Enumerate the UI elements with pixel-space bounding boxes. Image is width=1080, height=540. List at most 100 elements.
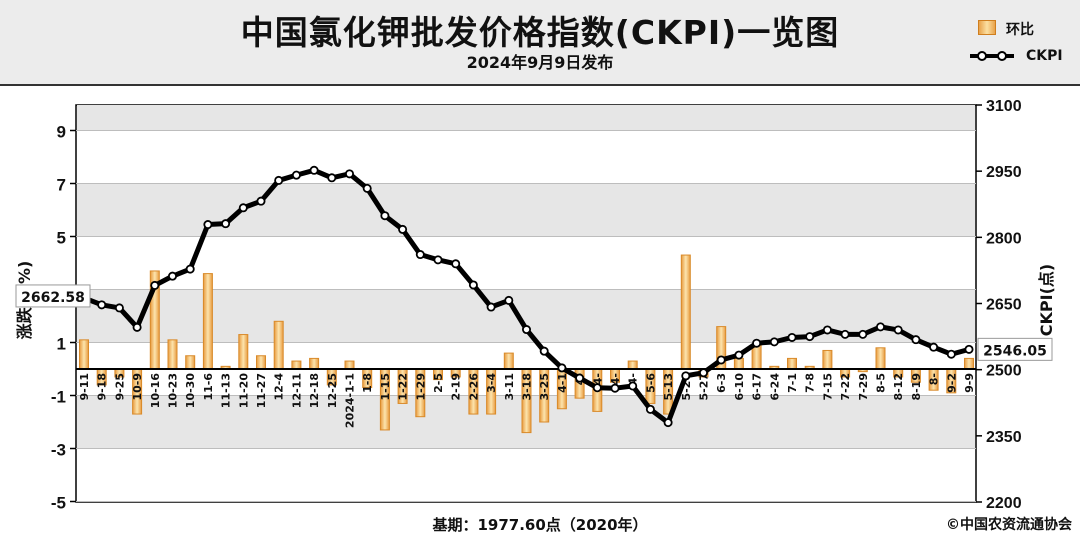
ckpi-point <box>681 371 691 381</box>
category-label: 7-1 <box>786 373 799 393</box>
bar <box>273 320 284 370</box>
left-tick-label: 9 <box>57 123 66 142</box>
category-label: 2024-1-1 <box>344 373 357 428</box>
ckpi-point <box>97 300 107 310</box>
category-label: 1-15 <box>379 373 392 401</box>
category-label: 5-6 <box>644 373 657 393</box>
ckpi-point <box>167 271 177 281</box>
ckpi-point <box>911 335 921 345</box>
ckpi-point <box>309 165 319 175</box>
category-label: 6-10 <box>733 373 746 401</box>
legend-bar-label: 环比 <box>1006 22 1034 38</box>
ckpi-point <box>274 175 284 185</box>
right-axis-title: CKPI(点) <box>1037 264 1056 336</box>
ckpi-point <box>787 332 797 342</box>
category-label: 10-9 <box>131 373 144 401</box>
category-label: 9-11 <box>78 373 91 401</box>
ckpi-point <box>203 220 213 230</box>
category-label: 5-13 <box>662 373 675 401</box>
ckpi-point <box>575 373 585 383</box>
bar <box>291 360 302 370</box>
legend-item-line: CKPI <box>968 45 1076 67</box>
ckpi-point <box>150 280 160 290</box>
category-label: 12-4 <box>273 373 286 401</box>
category-label: 11-27 <box>255 373 268 408</box>
ckpi-point <box>344 169 354 179</box>
last-value-box <box>977 337 1053 361</box>
ckpi-point <box>592 383 602 393</box>
category-label: 4-1 <box>556 373 569 393</box>
category-label: 6-17 <box>751 373 764 401</box>
bar-swatch-icon <box>978 20 996 35</box>
category-label: 11-20 <box>237 373 250 409</box>
category-label: 7-29 <box>857 373 870 401</box>
category-label: 4- <box>591 373 604 385</box>
ckpi-point <box>114 303 124 313</box>
first-value-box <box>15 284 91 308</box>
ckpi-point <box>964 344 974 354</box>
category-label: 12-11 <box>290 373 303 408</box>
ckpi-point <box>645 404 655 414</box>
ckpi-point <box>504 295 514 305</box>
category-label: 5-27 <box>698 373 711 401</box>
right-tick-label: 2500 <box>986 363 1022 380</box>
ckpi-point <box>699 368 709 378</box>
bar <box>238 334 249 370</box>
category-label: 3-18 <box>521 373 534 401</box>
right-tick-label: 2350 <box>986 429 1022 446</box>
bar <box>309 357 320 370</box>
category-label: 9-18 <box>96 373 109 401</box>
ckpi-point <box>291 170 301 180</box>
copyright-note: ©中国农资流通协会 <box>946 517 1072 533</box>
category-label: 1-29 <box>414 373 427 401</box>
ckpi-point <box>822 325 832 335</box>
ckpi-point <box>451 259 461 269</box>
category-label: 6-24 <box>768 373 781 401</box>
right-tick-label: 3100 <box>986 98 1022 115</box>
bar <box>344 360 355 370</box>
category-label: 2-19 <box>450 373 463 401</box>
category-label: 3-11 <box>503 373 516 401</box>
ckpi-point <box>468 280 478 290</box>
category-label: 1-8 <box>361 373 374 393</box>
ckpi-point <box>132 322 142 332</box>
category-label: 6-3 <box>715 373 728 393</box>
ckpi-point <box>415 250 425 260</box>
category-label: 11-6 <box>202 373 215 401</box>
bar <box>680 254 691 370</box>
category-label: 4- <box>627 373 640 385</box>
ckpi-point <box>327 173 337 183</box>
base-period-note: 基期：1977.60点（2020年） <box>432 516 648 534</box>
ckpi-point <box>610 383 620 393</box>
category-label: 8- <box>928 373 941 385</box>
category-label: 8-5 <box>875 373 888 393</box>
ckpi-point <box>522 325 532 335</box>
category-label: 4- <box>609 373 622 385</box>
category-label: 8-19 <box>910 373 923 401</box>
ckpi-point <box>380 211 390 221</box>
plot-band <box>77 183 975 237</box>
left-tick-label: -3 <box>51 441 66 460</box>
ckpi-point <box>256 196 266 206</box>
category-label: 3-25 <box>538 373 551 401</box>
ckpi-point <box>539 346 549 356</box>
bar <box>964 357 974 370</box>
bar <box>751 344 762 370</box>
category-label: 9-25 <box>113 373 126 401</box>
ckpi-point <box>238 203 248 213</box>
category-label: 10-23 <box>167 373 180 408</box>
ckpi-point <box>752 338 762 348</box>
category-label: 12-18 <box>308 373 321 408</box>
ckpi-point <box>663 418 673 428</box>
ckpi-point <box>769 337 779 347</box>
category-label: 10-30 <box>184 373 197 409</box>
publish-date: 2024年9月9日发布 <box>466 53 614 72</box>
ckpi-point <box>716 355 726 365</box>
bar <box>202 273 213 370</box>
bar <box>787 357 797 370</box>
ckpi-point <box>398 224 408 234</box>
left-tick-label: -1 <box>51 388 66 407</box>
ckpi-point <box>185 264 195 274</box>
category-label: 12-25 <box>326 373 339 408</box>
ckpi-point <box>840 329 850 339</box>
